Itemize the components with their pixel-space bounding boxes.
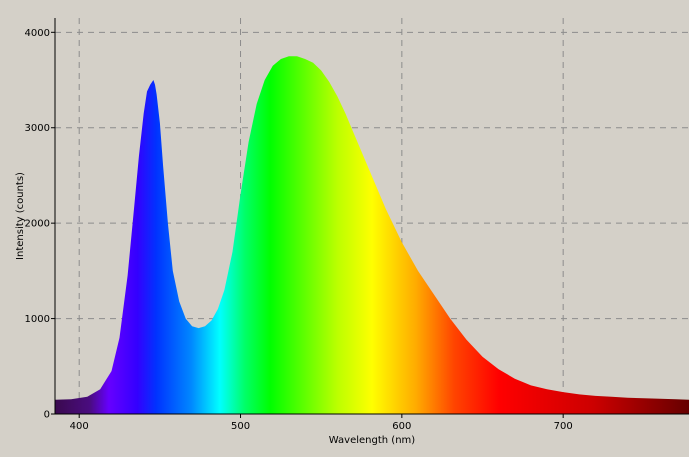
axes (54, 18, 689, 415)
y-tick-label: 1000 (25, 314, 50, 325)
y-tick-label: 4000 (25, 28, 50, 39)
y-axis-label: Intensity (counts) (15, 172, 26, 260)
y-tick-label: 3000 (25, 123, 50, 134)
x-axis-label: Wavelength (nm) (329, 435, 415, 446)
y-tick-label: 0 (44, 410, 50, 421)
gridlines (55, 18, 689, 414)
x-tick-label: 700 (554, 421, 573, 432)
x-tick-label: 500 (231, 421, 250, 432)
x-tick-label: 400 (70, 421, 89, 432)
tick-labels: 400 500 600 700 0 1000 2000 3000 4000 (25, 28, 573, 432)
spectrum-area (55, 56, 689, 414)
y-tick-label: 2000 (25, 219, 50, 230)
x-tick-label: 600 (392, 421, 411, 432)
